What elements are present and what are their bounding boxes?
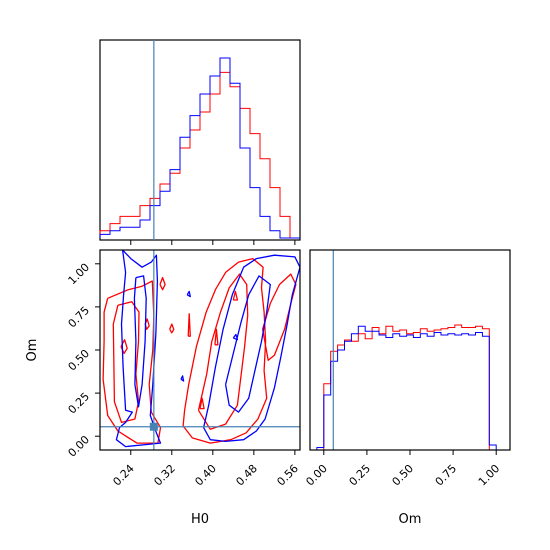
om-tick-label: 0.50 bbox=[390, 462, 417, 489]
om-histogram-panel: 0.00 0.25 0.50 0.75 1.00 Om bbox=[303, 249, 511, 527]
x-tick-label: 0.56 bbox=[274, 462, 301, 489]
contour-series-2-level-6 bbox=[232, 333, 239, 341]
h0-histogram-panel bbox=[99, 39, 301, 245]
om-vs-h0-contour-panel: 0.24 0.32 0.40 0.48 0.56 0.00 0.25 0.50 0.75 1.00… bbox=[25, 249, 301, 527]
x-tick-label: 0.32 bbox=[151, 462, 178, 489]
contour-series-1-level-3 bbox=[182, 257, 268, 444]
y-axis-label: Om bbox=[25, 339, 40, 362]
contour-series-1-level-5 bbox=[261, 273, 297, 361]
y-tick-label: 0.25 bbox=[66, 390, 93, 417]
contour-series-1-level-12 bbox=[214, 328, 219, 346]
contour-series-2-level-2 bbox=[133, 275, 147, 408]
h0-histogram-step-series-1 bbox=[99, 71, 300, 239]
x-tick-label: 0.40 bbox=[192, 462, 219, 489]
contour-series-1-level-1 bbox=[102, 280, 162, 444]
contour-series-1-level-7 bbox=[144, 318, 150, 330]
contour-series-2-level-5 bbox=[180, 375, 185, 382]
contour-series-2-level-4 bbox=[224, 275, 271, 413]
x-tick-label: 0.24 bbox=[110, 462, 137, 489]
contour-series-1-level-8 bbox=[159, 276, 166, 291]
y-tick-label: 1.00 bbox=[66, 261, 93, 288]
h0-histogram-frame bbox=[99, 39, 301, 241]
om-tick-label: 1.00 bbox=[476, 462, 503, 489]
contour-series-2-level-3 bbox=[202, 254, 300, 443]
contour-series-1-level-9 bbox=[169, 323, 175, 334]
contour-series-1-level-10 bbox=[187, 313, 191, 337]
truth-marker bbox=[149, 422, 158, 431]
y-tick-label: 0.50 bbox=[66, 347, 93, 374]
contour-series-1-level-13 bbox=[232, 290, 239, 301]
om-axis-label: Om bbox=[399, 512, 422, 527]
y-tick-label: 0.75 bbox=[66, 304, 93, 331]
x-axis-label: H0 bbox=[191, 512, 209, 527]
y-tick-label: 0.00 bbox=[66, 433, 93, 460]
x-tick-label: 0.48 bbox=[233, 462, 260, 489]
contour-series-1-level-4 bbox=[197, 273, 249, 430]
om-histogram-step-series-2 bbox=[316, 325, 504, 450]
contour-series-2-level-7 bbox=[186, 290, 191, 298]
om-tick-label: 0.00 bbox=[303, 462, 330, 489]
contour-series-1-level-2 bbox=[112, 301, 140, 424]
om-tick-label: 0.75 bbox=[433, 462, 460, 489]
h0-histogram-step-series-2 bbox=[99, 57, 300, 239]
om-tick-label: 0.25 bbox=[347, 462, 374, 489]
contour-series-1-level-11 bbox=[199, 397, 205, 410]
